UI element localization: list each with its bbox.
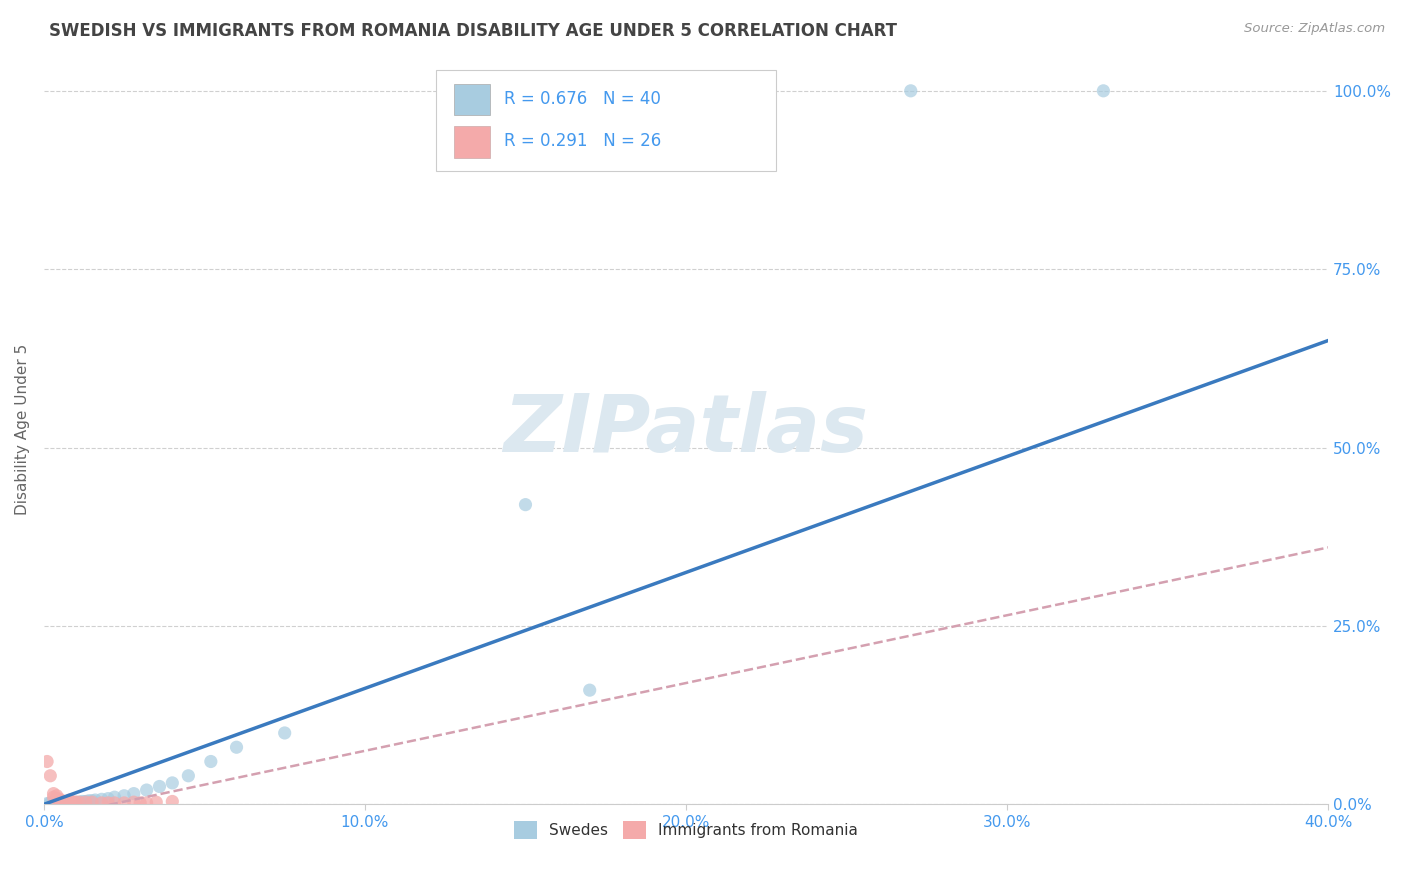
Point	[80, 794, 103, 808]
Point	[103, 790, 125, 805]
Point	[112, 789, 135, 803]
Point	[97, 791, 120, 805]
Point	[162, 794, 184, 808]
Point	[135, 796, 157, 810]
Text: Source: ZipAtlas.com: Source: ZipAtlas.com	[1244, 22, 1385, 36]
Point	[578, 683, 600, 698]
Point	[45, 789, 67, 803]
Point	[162, 776, 184, 790]
Point	[45, 796, 67, 810]
Point	[75, 795, 97, 809]
Point	[62, 795, 84, 809]
Point	[58, 795, 80, 809]
Point	[145, 795, 167, 809]
Point	[58, 796, 80, 810]
Point	[42, 787, 65, 801]
Point	[49, 792, 72, 806]
Point	[84, 793, 107, 807]
Point	[103, 796, 125, 810]
Point	[122, 787, 145, 801]
Point	[177, 769, 200, 783]
Legend: Swedes, Immigrants from Romania: Swedes, Immigrants from Romania	[508, 814, 865, 846]
Point	[49, 797, 72, 811]
Point	[900, 84, 922, 98]
Point	[72, 794, 94, 808]
Point	[200, 755, 222, 769]
Point	[45, 797, 67, 811]
Point	[112, 796, 135, 810]
Point	[42, 797, 65, 811]
Point	[225, 740, 247, 755]
Point	[49, 794, 72, 808]
Point	[77, 794, 100, 808]
Point	[58, 794, 80, 808]
Point	[515, 498, 537, 512]
Point	[55, 795, 77, 809]
Point	[80, 795, 103, 809]
Point	[35, 755, 58, 769]
Point	[148, 780, 170, 794]
Bar	[454, 127, 489, 158]
Text: ZIPatlas: ZIPatlas	[503, 391, 869, 468]
Text: R = 0.291   N = 26: R = 0.291 N = 26	[503, 132, 661, 150]
Point	[58, 793, 80, 807]
Point	[55, 797, 77, 811]
Point	[129, 796, 152, 810]
Point	[75, 794, 97, 808]
Point	[273, 726, 295, 740]
Point	[49, 796, 72, 810]
Point	[65, 795, 87, 809]
Point	[35, 797, 58, 811]
Point	[135, 783, 157, 797]
Point	[97, 796, 120, 810]
Point	[42, 796, 65, 810]
Point	[52, 794, 75, 808]
Point	[62, 796, 84, 810]
Text: SWEDISH VS IMMIGRANTS FROM ROMANIA DISABILITY AGE UNDER 5 CORRELATION CHART: SWEDISH VS IMMIGRANTS FROM ROMANIA DISAB…	[49, 22, 897, 40]
Point	[65, 795, 87, 809]
Point	[39, 796, 62, 810]
Point	[1092, 84, 1115, 98]
Point	[67, 795, 90, 809]
Point	[55, 796, 77, 810]
Point	[42, 790, 65, 805]
Text: R = 0.676   N = 40: R = 0.676 N = 40	[503, 89, 661, 108]
Point	[122, 795, 145, 809]
Point	[52, 797, 75, 811]
Point	[65, 796, 87, 810]
Bar	[454, 84, 489, 115]
Bar	[436, 70, 776, 171]
Point	[39, 769, 62, 783]
Point	[90, 796, 112, 810]
Point	[67, 795, 90, 809]
Point	[39, 797, 62, 811]
Y-axis label: Disability Age Under 5: Disability Age Under 5	[15, 344, 30, 516]
Point	[52, 796, 75, 810]
Point	[45, 791, 67, 805]
Point	[90, 792, 112, 806]
